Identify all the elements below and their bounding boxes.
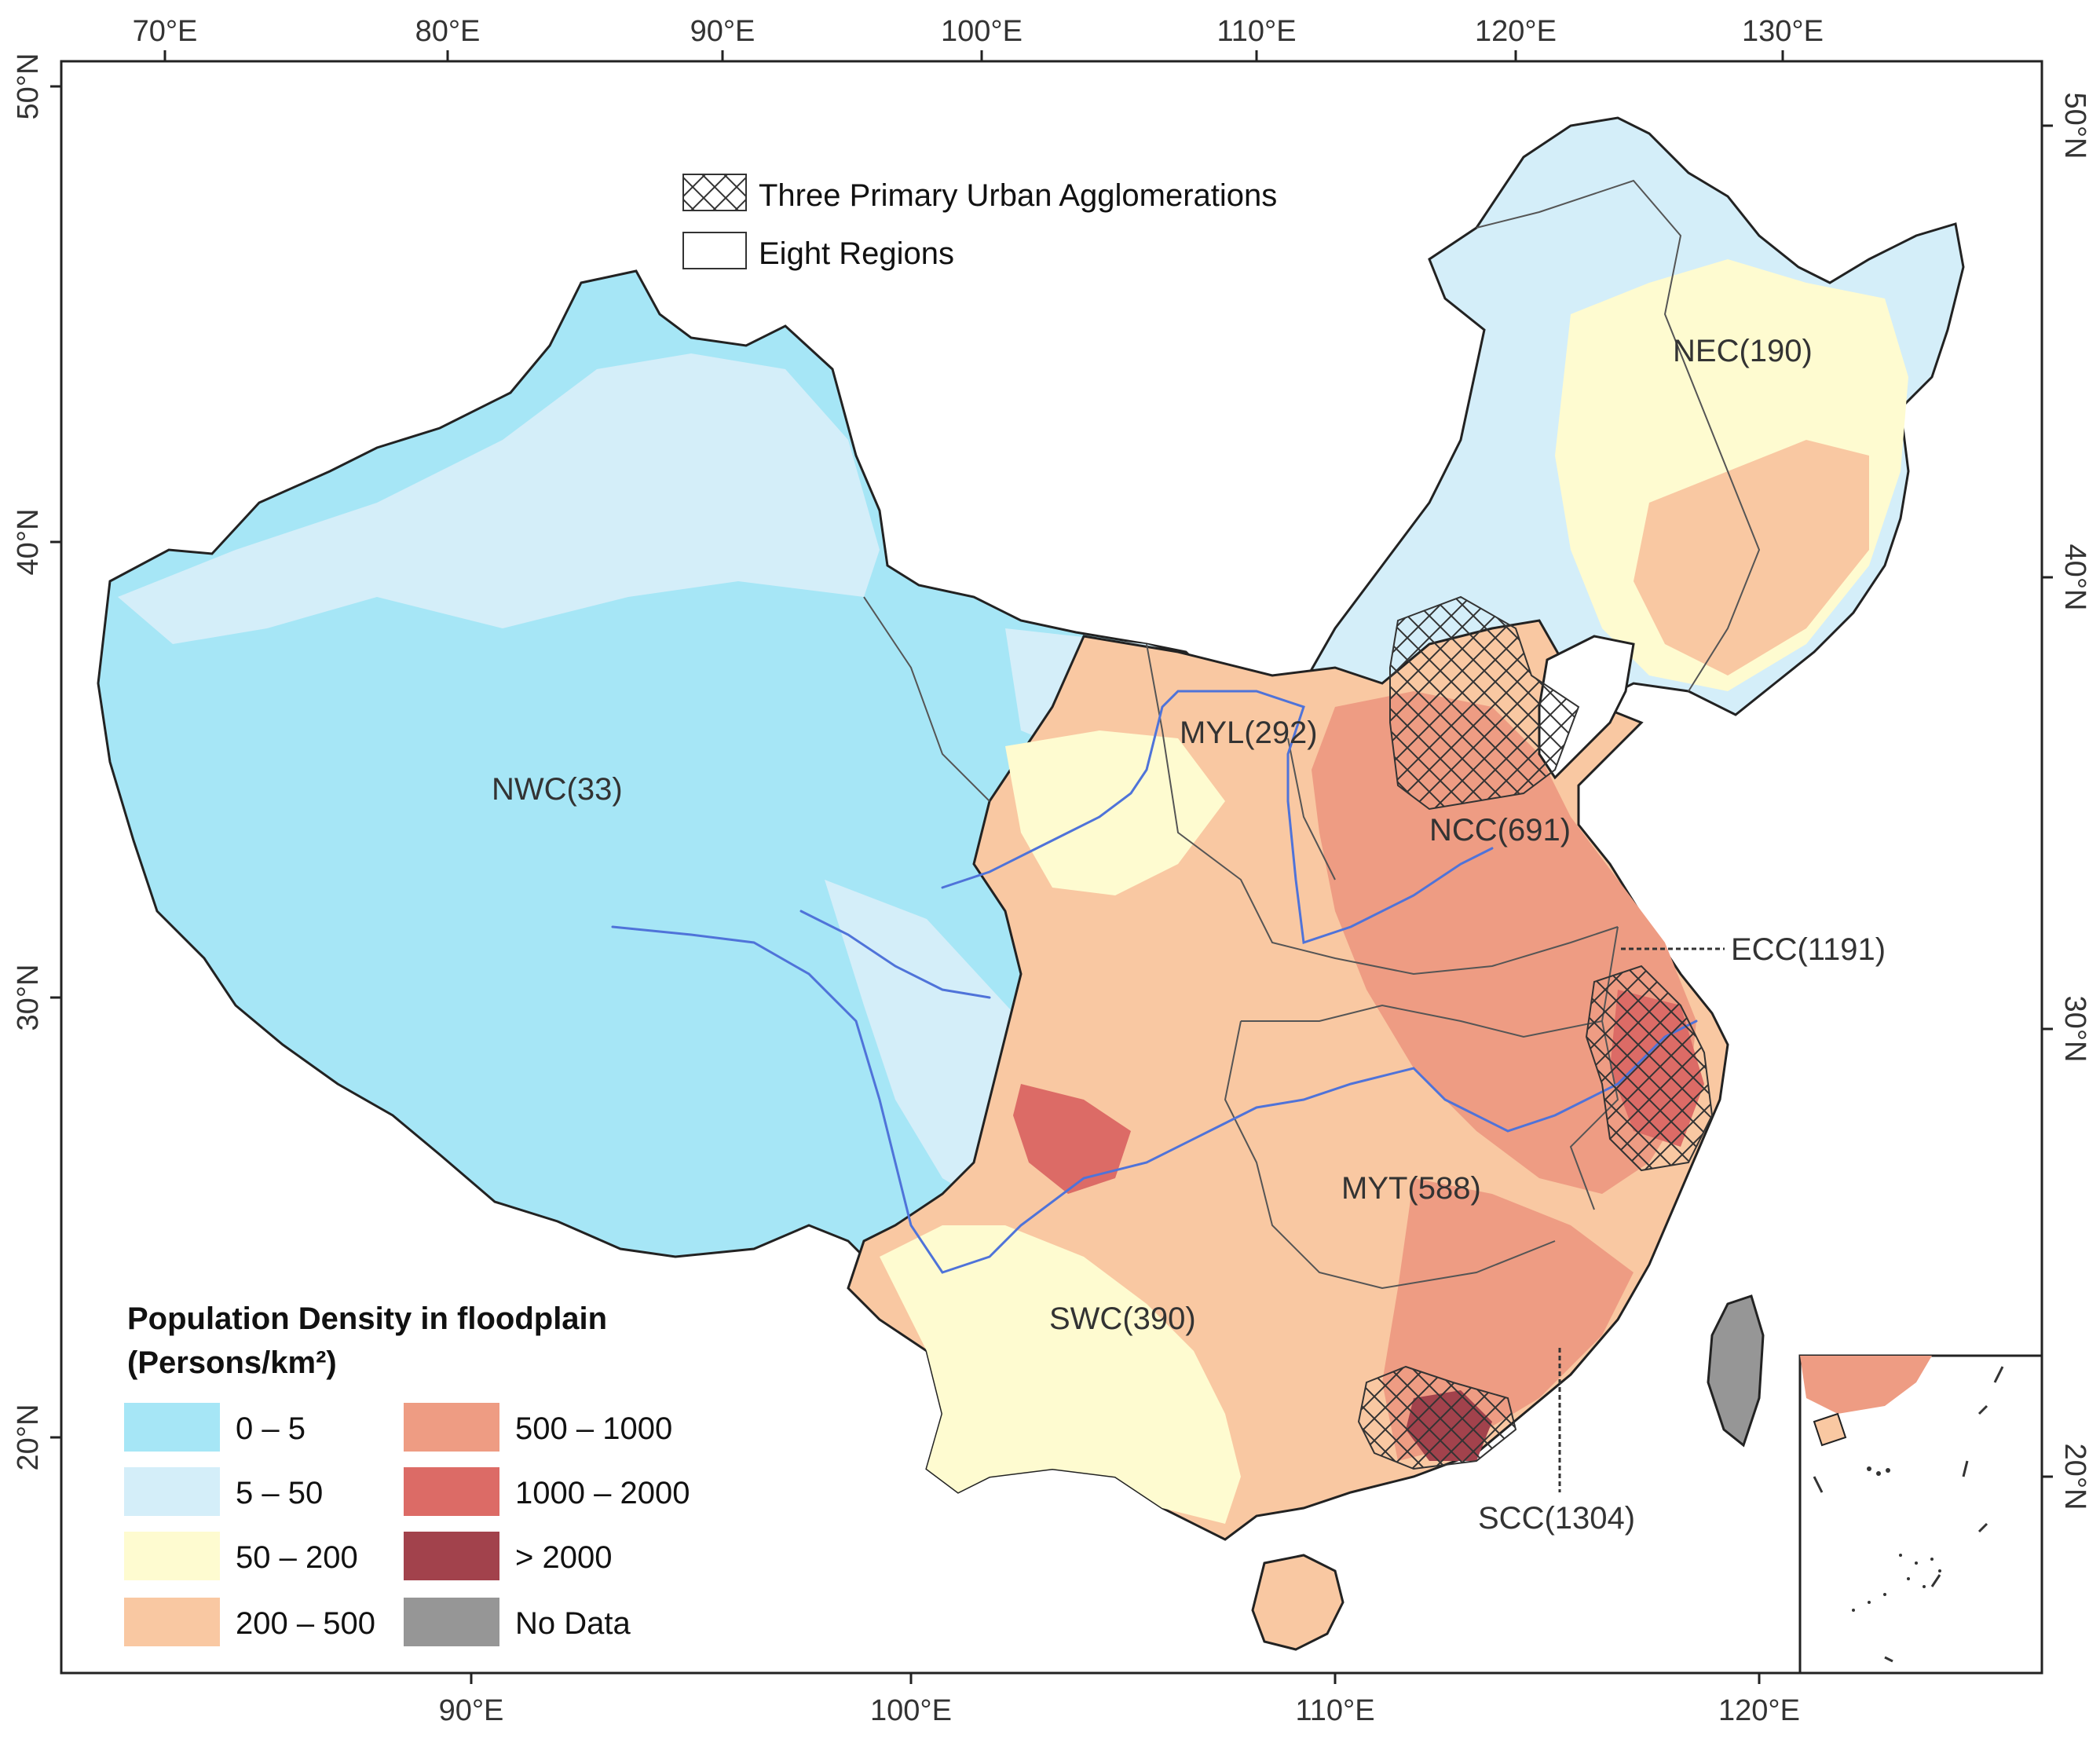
overlay-legend: Three Primary Urban Agglomerations Eight… [682, 174, 1277, 271]
top-lon-label: 80°E [415, 15, 481, 48]
region-outlines [863, 179, 1761, 1290]
region-fill-sichuan-dense [1013, 1084, 1131, 1194]
region-label: SCC(1304) [1478, 1501, 1635, 1536]
top-lon-label: 130°E [1742, 15, 1824, 48]
taiwan-no-data [1707, 1294, 1765, 1448]
right-lat-label: 30°N [2058, 996, 2091, 1063]
top-lon-label: 100°E [941, 15, 1023, 48]
tick-marks [50, 50, 2053, 1684]
legend-label: 1000 – 2000 [515, 1476, 690, 1510]
region-label: MYL(292) [1180, 716, 1318, 750]
hatch-legend-label: Three Primary Urban Agglomerations [759, 178, 1277, 213]
outline-swatch [682, 232, 747, 269]
legend-swatch [404, 1403, 499, 1452]
right-lat-label: 20°N [2058, 1444, 2091, 1510]
legend-label: 200 – 500 [236, 1606, 375, 1641]
region-fill-west-mid [118, 353, 880, 644]
region-fill-southwest-yellow [880, 1225, 1241, 1524]
legend-label: 0 – 5 [236, 1411, 305, 1446]
top-lon-label: 110°E [1216, 15, 1296, 48]
top-lon-label: 90°E [690, 15, 755, 48]
urban-agglomeration-yangtze-delta [1585, 965, 1714, 1172]
region-label: NWC(33) [492, 772, 623, 807]
legend-swatch [404, 1467, 499, 1516]
region-label: MYT(588) [1341, 1171, 1481, 1206]
right-lat-label: 50°N [2058, 93, 2091, 159]
legend-swatch [124, 1403, 220, 1452]
legend-swatch [404, 1598, 499, 1646]
region-label: ECC(1191) [1731, 932, 1886, 967]
legend-label: 500 – 1000 [515, 1411, 672, 1446]
legend-swatch [124, 1598, 220, 1646]
legend-label: > 2000 [515, 1540, 612, 1575]
region-label: SWC(390) [1049, 1302, 1196, 1336]
legend-title: Population Density in floodplain [127, 1302, 607, 1336]
top-lon-label: 70°E [133, 15, 198, 48]
hainan-island [1251, 1554, 1345, 1651]
outline-legend-label: Eight Regions [759, 236, 954, 271]
legend-swatch [124, 1467, 220, 1516]
right-lat-label: 40°N [2058, 544, 2091, 611]
left-lat-label: 30°N [12, 965, 45, 1031]
bottom-lon-label: 90°E [439, 1694, 504, 1727]
region-fill-center-yellow [1005, 730, 1225, 895]
legend-label: 50 – 200 [236, 1540, 358, 1575]
rivers [611, 690, 1698, 1274]
yellow-river [941, 690, 1494, 945]
top-lon-label: 120°E [1475, 15, 1557, 48]
legend-subtitle: (Persons/km²) [127, 1345, 337, 1380]
bottom-lon-label: 120°E [1718, 1694, 1800, 1727]
region-label: NEC(190) [1673, 334, 1813, 368]
leader-lines [1558, 947, 1725, 1492]
left-lat-label: 50°N [12, 53, 45, 120]
left-lat-label: 40°N [12, 509, 45, 576]
south-china-sea-inset [1798, 1354, 2042, 1673]
legend-label: No Data [515, 1606, 631, 1641]
region-fill-northeast-pink [1634, 440, 1869, 675]
bottom-lon-label: 100°E [870, 1694, 952, 1727]
legend-label: 5 – 50 [236, 1476, 323, 1510]
hatch-swatch [682, 174, 747, 211]
left-lat-label: 20°N [12, 1404, 45, 1471]
minor-river [799, 910, 991, 999]
density-legend: Population Density in floodplain (Person… [124, 1302, 690, 1646]
urban-agglomeration-pearl-river-delta [1357, 1365, 1517, 1470]
urban-agglomeration-jingjinji [1389, 595, 1580, 811]
yangtze-river [611, 925, 1698, 1274]
legend-swatch [404, 1532, 499, 1580]
legend-swatch [124, 1532, 220, 1580]
bottom-lon-label: 110°E [1295, 1694, 1374, 1727]
region-label: NCC(691) [1429, 813, 1571, 848]
